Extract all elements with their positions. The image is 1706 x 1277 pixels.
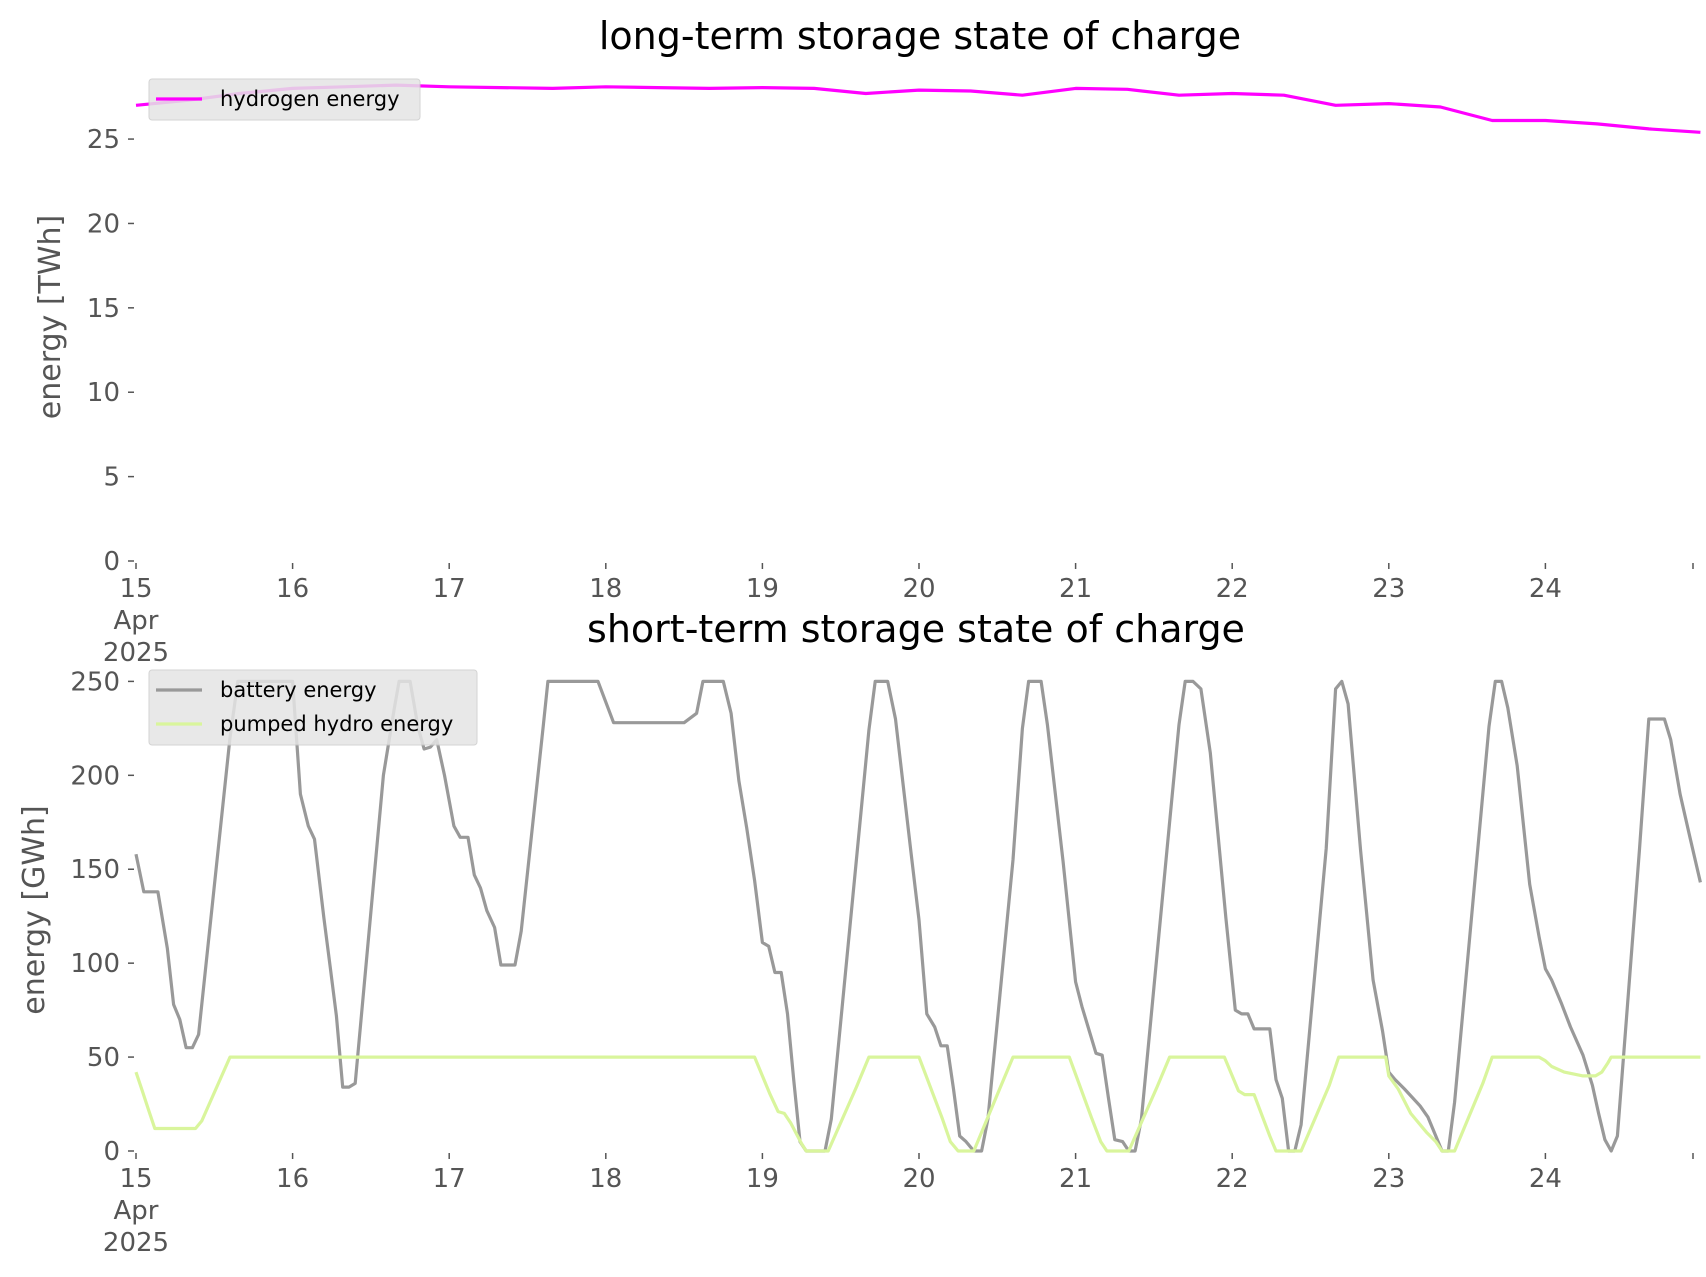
legend-label-battery: battery energy (220, 678, 377, 702)
short-term-y-tick-label: 0 (103, 1137, 120, 1167)
short-term-x-tick-label: 22 (1216, 1164, 1249, 1194)
long-term-x-tick-label: 19 (746, 574, 779, 604)
short-term-legend: battery energy pumped hydro energy (148, 669, 478, 746)
long-term-x-tick-label: 18 (589, 574, 622, 604)
long-term-y-tick-label: 20 (87, 209, 120, 239)
long-term-x-tick-label: 15 (119, 574, 152, 604)
long-term-x-tick-label: Apr (114, 606, 159, 636)
short-term-x-tick-label: 15 (119, 1164, 152, 1194)
long-term-y-tick-label: 15 (87, 294, 120, 324)
long-term-chart-title: long-term storage state of charge (599, 14, 1241, 58)
short-term-series-line-pumped-hydro-energy (134, 1055, 1701, 1153)
short-term-y-tick-label: 50 (87, 1043, 120, 1073)
short-term-panel: short-term storage state of charge energ… (17, 607, 1702, 1258)
short-term-y-tick-label: 100 (70, 949, 120, 979)
legend-label-pumped-hydro: pumped hydro energy (220, 712, 453, 736)
short-term-x-tick-label: 20 (902, 1164, 935, 1194)
short-term-x-tick-label: 18 (589, 1164, 622, 1194)
long-term-y-ticks: 0 5 10 15 20 25 (87, 125, 134, 577)
long-term-y-axis-label: energy [TWh] (33, 215, 68, 419)
long-term-x-tick-label: 16 (276, 574, 309, 604)
long-term-panel: long-term storage state of charge energy… (33, 14, 1701, 668)
short-term-x-tick-label: Apr (114, 1196, 159, 1226)
long-term-x-tick-label: 2025 (103, 638, 169, 668)
short-term-legend-box (148, 669, 478, 746)
long-term-x-tick-label: 24 (1529, 574, 1562, 604)
long-term-y-tick-label: 25 (87, 125, 120, 155)
short-term-x-tick-label: 17 (433, 1164, 466, 1194)
short-term-x-tick-label: 16 (276, 1164, 309, 1194)
short-term-x-tick-label: 19 (746, 1164, 779, 1194)
long-term-x-tick-label: 20 (902, 574, 935, 604)
short-term-x-tick-label: 23 (1372, 1164, 1405, 1194)
long-term-x-tick-label: 22 (1216, 574, 1249, 604)
long-term-y-tick-label: 0 (103, 547, 120, 577)
long-term-legend: hydrogen energy (148, 78, 421, 121)
short-term-y-axis-label: energy [GWh] (17, 805, 52, 1014)
short-term-chart-title: short-term storage state of charge (587, 607, 1245, 651)
short-term-x-tick-label: 24 (1529, 1164, 1562, 1194)
legend-label-hydrogen: hydrogen energy (220, 87, 400, 111)
long-term-y-tick-label: 10 (87, 378, 120, 408)
long-term-x-tick-label: 17 (433, 574, 466, 604)
long-term-x-tick-label: 23 (1372, 574, 1405, 604)
long-term-legend-box (148, 78, 421, 121)
long-term-x-tick-label: 21 (1059, 574, 1092, 604)
short-term-y-tick-label: 150 (70, 855, 120, 885)
short-term-y-tick-label: 200 (70, 761, 120, 791)
long-term-y-tick-label: 5 (103, 463, 120, 493)
short-term-x-tick-label: 21 (1059, 1164, 1092, 1194)
short-term-y-tick-label: 250 (70, 667, 120, 697)
short-term-y-ticks: 0 50 100 150 200 250 (70, 667, 134, 1167)
short-term-x-tick-label: 2025 (103, 1228, 169, 1258)
